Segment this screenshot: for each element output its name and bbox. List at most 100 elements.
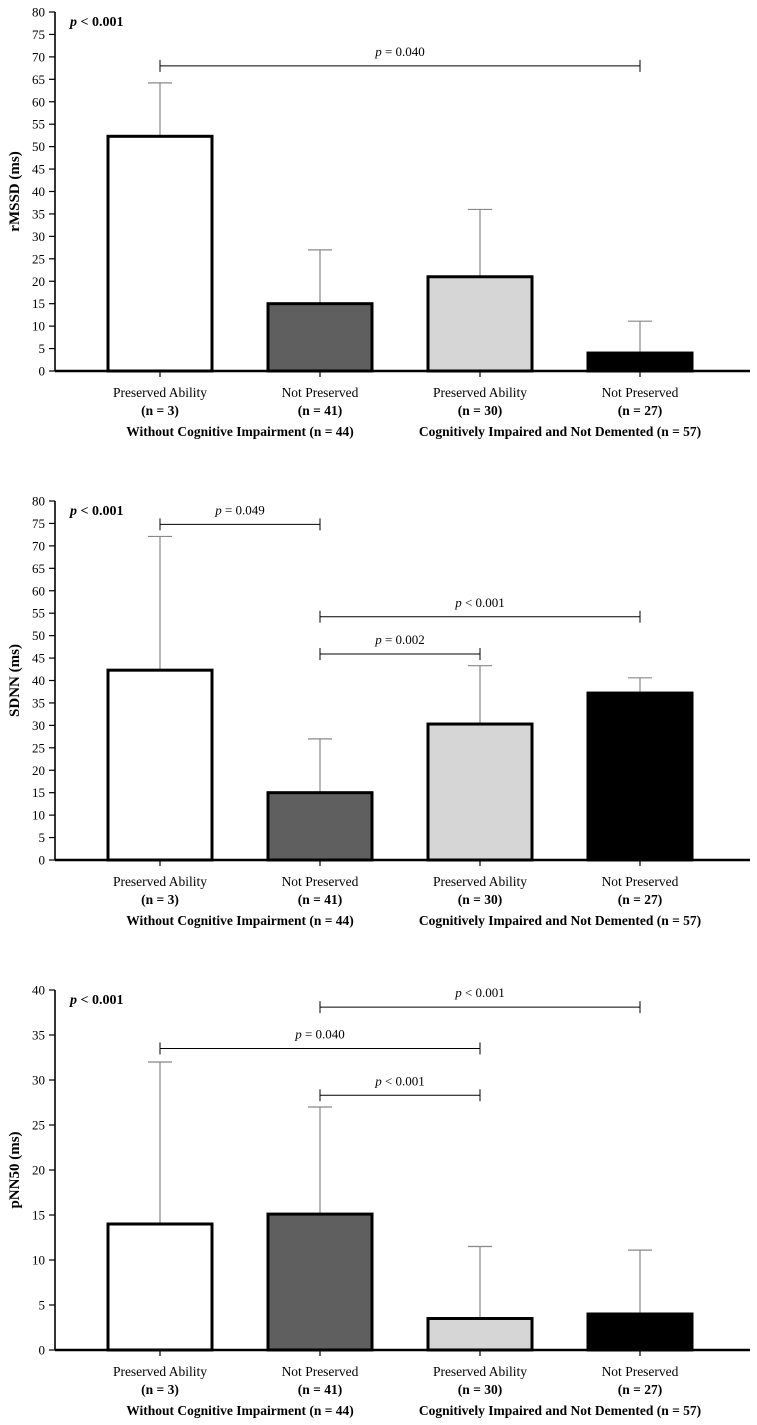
overall-p-value: p < 0.001 — [69, 993, 123, 1008]
bracket-p-value: p = 0.040 — [374, 44, 425, 59]
y-tick-label: 75 — [32, 27, 45, 42]
x-n-label: (n = 41) — [298, 403, 342, 418]
y-tick-label: 30 — [32, 1073, 45, 1088]
y-tick-label: 35 — [32, 1028, 45, 1043]
group-label: Without Cognitive Impairment (n = 44) — [126, 1403, 354, 1418]
bar-2 — [266, 1212, 374, 1352]
x-category-label: Preserved Ability — [433, 385, 527, 400]
y-tick-label: 80 — [32, 5, 45, 20]
y-tick-label: 70 — [32, 49, 45, 64]
group-label: Cognitively Impaired and Not Demented (n… — [419, 1403, 701, 1418]
x-category-label: Not Preserved — [602, 874, 679, 889]
bracket-p-value: p = 0.049 — [214, 502, 265, 517]
group-label: Without Cognitive Impairment (n = 44) — [126, 913, 354, 928]
y-tick-label: 10 — [32, 319, 45, 334]
bar-4 — [586, 1312, 694, 1352]
y-tick-label: 60 — [32, 583, 45, 598]
y-tick-label: 20 — [32, 763, 45, 778]
bracket-p-value: p < 0.001 — [454, 595, 505, 610]
y-tick-label: 40 — [32, 673, 45, 688]
x-category-label: Preserved Ability — [433, 1364, 527, 1379]
bar-3 — [426, 1317, 534, 1352]
x-n-label: (n = 27) — [618, 1382, 662, 1397]
bar-1 — [106, 1222, 214, 1352]
y-tick-label: 50 — [32, 139, 45, 154]
chart-panel-3: 0 5 10 15 20 25 30 35 40 pNN50 (ms) Preserved Abil… — [7, 983, 750, 1418]
bar-1 — [106, 134, 214, 373]
bar-4 — [586, 691, 694, 862]
y-tick-label: 30 — [32, 229, 45, 244]
y-tick-label: 20 — [32, 1163, 45, 1178]
y-tick-label: 0 — [39, 364, 46, 379]
x-n-label: (n = 3) — [141, 403, 179, 418]
x-category-label: Preserved Ability — [113, 1364, 207, 1379]
group-label: Without Cognitive Impairment (n = 44) — [126, 424, 354, 439]
y-axis-label: rMSSD (ms) — [7, 151, 23, 231]
y-tick-label: 15 — [32, 1208, 45, 1223]
x-category-label: Not Preserved — [282, 874, 359, 889]
y-tick-label: 20 — [32, 274, 45, 289]
y-tick-label: 50 — [32, 628, 45, 643]
x-n-label: (n = 3) — [141, 1382, 179, 1397]
y-tick-label: 40 — [32, 983, 45, 998]
y-tick-label: 45 — [32, 162, 45, 177]
y-tick-label: 75 — [32, 516, 45, 531]
chart-panel-2: 0 5 10 15 20 25 30 35 40 45 50 55 60 65 70 75 80 SDNN (ms… — [7, 494, 750, 928]
x-n-label: (n = 30) — [458, 1382, 502, 1397]
y-tick-label: 25 — [32, 1118, 45, 1133]
y-tick-label: 60 — [32, 94, 45, 109]
y-axis-label: pNN50 (ms) — [7, 1131, 23, 1208]
bracket-p-value: p = 0.002 — [374, 632, 425, 647]
y-tick-label: 5 — [39, 1298, 46, 1313]
chart-panel-1: 0 5 10 15 20 25 30 35 40 45 50 55 60 65 70 75 80 rMSSD (m… — [7, 5, 750, 439]
bar-1 — [106, 668, 214, 862]
x-category-label: Not Preserved — [602, 1364, 679, 1379]
y-tick-label: 0 — [39, 1343, 46, 1358]
group-label: Cognitively Impaired and Not Demented (n… — [419, 913, 701, 928]
y-tick-label: 65 — [32, 72, 45, 87]
y-tick-label: 0 — [39, 853, 46, 868]
x-category-label: Not Preserved — [602, 385, 679, 400]
x-category-label: Not Preserved — [282, 1364, 359, 1379]
y-tick-label: 70 — [32, 538, 45, 553]
x-category-label: Preserved Ability — [433, 874, 527, 889]
y-tick-label: 15 — [32, 785, 45, 800]
y-tick-label: 55 — [32, 117, 45, 132]
bracket-p-value: p < 0.001 — [374, 1073, 425, 1088]
group-label: Cognitively Impaired and Not Demented (n… — [419, 424, 701, 439]
x-n-label: (n = 27) — [618, 403, 662, 418]
y-tick-label: 25 — [32, 740, 45, 755]
overall-p-value: p < 0.001 — [69, 15, 123, 30]
x-category-label: Preserved Ability — [113, 874, 207, 889]
x-n-label: (n = 30) — [458, 403, 502, 418]
x-n-label: (n = 41) — [298, 1382, 342, 1397]
bar-2 — [266, 302, 374, 373]
x-n-label: (n = 30) — [458, 892, 502, 907]
x-n-label: (n = 3) — [141, 892, 179, 907]
y-tick-label: 55 — [32, 606, 45, 621]
bar-2 — [266, 791, 374, 862]
y-tick-label: 35 — [32, 206, 45, 221]
y-tick-label: 10 — [32, 1253, 45, 1268]
y-tick-label: 40 — [32, 184, 45, 199]
y-tick-label: 15 — [32, 296, 45, 311]
bar-3 — [426, 722, 534, 862]
y-tick-label: 25 — [32, 251, 45, 266]
bar-4 — [586, 351, 694, 373]
overall-p-value: p < 0.001 — [69, 504, 123, 519]
y-axis-label: SDNN (ms) — [7, 644, 23, 717]
bar-3 — [426, 275, 534, 373]
y-tick-label: 10 — [32, 808, 45, 823]
y-tick-label: 35 — [32, 695, 45, 710]
bracket-p-value: p < 0.001 — [454, 985, 505, 1000]
y-tick-label: 5 — [39, 341, 46, 356]
y-tick-label: 5 — [39, 830, 46, 845]
y-tick-label: 65 — [32, 561, 45, 576]
y-tick-label: 45 — [32, 651, 45, 666]
x-category-label: Preserved Ability — [113, 385, 207, 400]
y-tick-label: 30 — [32, 718, 45, 733]
bracket-p-value: p = 0.040 — [294, 1027, 345, 1042]
x-n-label: (n = 27) — [618, 892, 662, 907]
y-tick-label: 80 — [32, 494, 45, 509]
